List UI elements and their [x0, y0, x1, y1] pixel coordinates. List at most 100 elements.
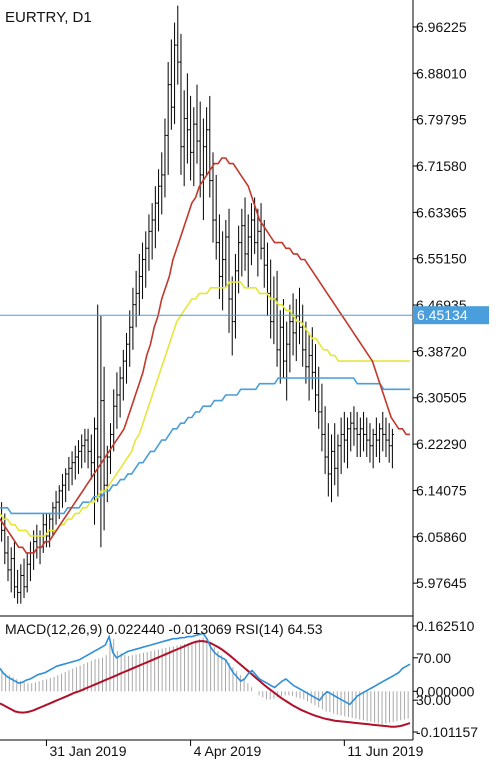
- candle: [390, 428, 394, 469]
- candle: [288, 304, 292, 373]
- candle: [16, 569, 20, 604]
- price-tick-label: 6.55150: [416, 251, 467, 267]
- date-tick-label: 11 Jun 2019: [347, 743, 423, 759]
- candle: [22, 558, 26, 599]
- candle: [233, 253, 237, 339]
- symbol-label: EURTRY, D1: [5, 9, 92, 26]
- candle: [67, 457, 71, 491]
- candle: [221, 231, 225, 311]
- price-chart[interactable]: 6.96225 6.88010 6.79795 6.71580 6.63365 6.551…: [0, 0, 489, 616]
- price-tick-label: 6.63365: [416, 204, 467, 220]
- candle: [115, 372, 119, 429]
- candle: [150, 203, 154, 260]
- candle: [195, 84, 199, 164]
- candle: [169, 39, 173, 130]
- price-tick-label: 6.71580: [416, 158, 467, 174]
- candle: [9, 547, 13, 593]
- candle: [358, 417, 362, 458]
- candle: [83, 428, 87, 463]
- indicator-tick-label: 0.162510: [416, 618, 475, 634]
- candle: [205, 107, 209, 175]
- candle: [64, 468, 68, 503]
- candle: [144, 231, 148, 288]
- candle: [201, 118, 205, 221]
- candle: [182, 90, 186, 187]
- candle: [339, 417, 343, 474]
- candle: [227, 208, 231, 333]
- candle: [374, 417, 378, 458]
- candle: [176, 5, 180, 85]
- candle: [70, 451, 74, 486]
- candle: [224, 220, 228, 288]
- candle: [262, 220, 266, 288]
- indicator-title: MACD(12,26,9) 0.022440 -0.013069 RSI(14)…: [5, 621, 323, 637]
- candle: [153, 186, 157, 249]
- candle: [179, 33, 183, 175]
- candle: [346, 417, 350, 469]
- indicator-tick-label: 70.00: [416, 650, 451, 666]
- candle: [352, 406, 356, 446]
- candle: [118, 366, 122, 418]
- price-tick-label: 5.97645: [416, 575, 467, 591]
- candle: [189, 95, 193, 181]
- candle: [365, 417, 369, 458]
- candle: [381, 411, 385, 452]
- candle: [320, 383, 324, 452]
- candle: [323, 406, 327, 474]
- indicator-chart[interactable]: MACD(12,26,9) 0.022440 -0.013069 RSI(14)…: [0, 616, 478, 740]
- candle: [73, 445, 77, 480]
- price-tick-label: 6.14075: [416, 482, 467, 498]
- price-tick-label: 6.96225: [416, 19, 467, 35]
- candle: [275, 270, 279, 367]
- candle: [80, 434, 84, 469]
- candle: [163, 118, 167, 198]
- candle: [157, 169, 161, 232]
- indicator-tick-label: 0.000000: [416, 683, 475, 699]
- date-tick-labels: 31 Jan 2019 4 Apr 2019 11 Jun 2019: [45, 740, 424, 759]
- date-tick-label: 31 Jan 2019: [49, 743, 126, 759]
- candle: [137, 253, 141, 316]
- candle: [128, 310, 132, 367]
- candle: [333, 423, 337, 486]
- current-price-label: 6.45134: [417, 307, 468, 323]
- candle: [330, 434, 334, 503]
- candle: [378, 423, 382, 463]
- candle: [173, 22, 177, 125]
- date-tick-label: 4 Apr 2019: [194, 743, 262, 759]
- candle: [342, 411, 346, 463]
- indicator-tick-label: -0.101157: [416, 724, 478, 740]
- rsi-line: [0, 632, 411, 706]
- candle: [19, 564, 23, 604]
- candle: [131, 287, 135, 350]
- candle: [208, 95, 212, 198]
- candle: [387, 423, 391, 463]
- candle: [3, 513, 7, 565]
- candle: [256, 208, 260, 277]
- moving-average-yellow: [0, 281, 410, 537]
- candle: [125, 332, 129, 384]
- candle: [307, 332, 311, 401]
- candle: [285, 321, 289, 401]
- candle: [243, 197, 247, 271]
- candle: [259, 203, 263, 260]
- candle: [362, 411, 366, 452]
- candle: [192, 107, 196, 187]
- candle: [60, 473, 64, 508]
- candle: [371, 428, 375, 469]
- candle: [160, 152, 164, 215]
- candle: [349, 411, 353, 452]
- candle: [185, 73, 189, 164]
- candle: [230, 276, 234, 356]
- macd-signal-line: [0, 640, 411, 728]
- current-price-box: [413, 306, 489, 325]
- candle: [211, 152, 215, 243]
- price-tick-label: 6.05860: [416, 529, 467, 545]
- candle: [25, 552, 29, 593]
- candle: [89, 434, 93, 480]
- candle: [317, 366, 321, 429]
- candle: [99, 315, 103, 548]
- candle: [134, 270, 138, 328]
